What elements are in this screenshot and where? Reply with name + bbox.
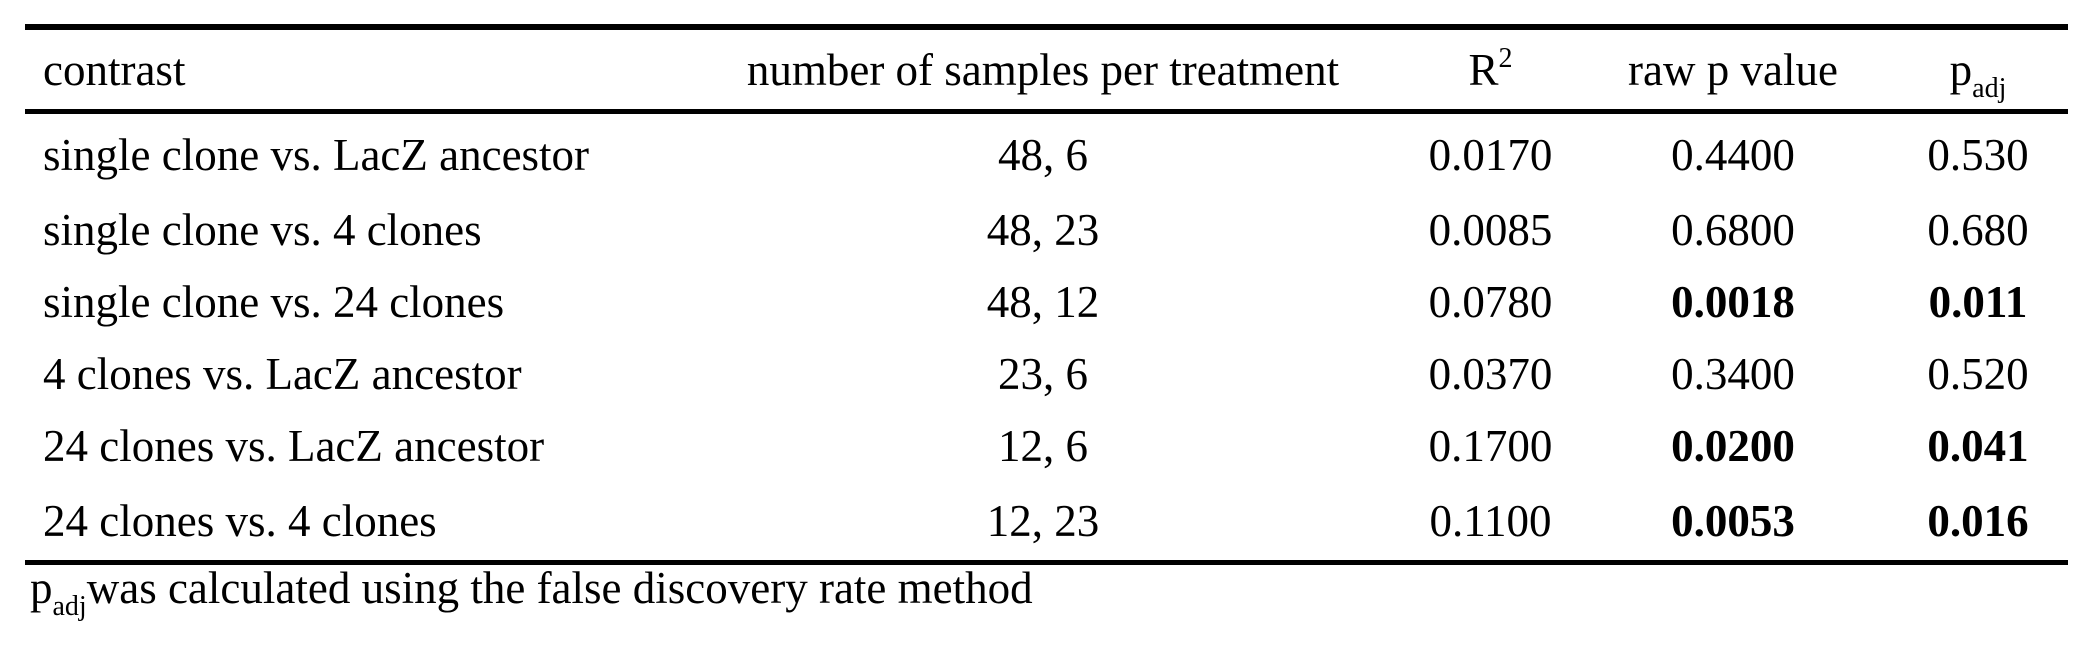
table-row: single clone vs. 24 clones 48, 12 0.0780…	[25, 266, 2068, 338]
cell-raw-p-value: 0.6800	[1671, 205, 1795, 255]
cell-r-squared: 0.0370	[1428, 349, 1553, 399]
table-footnote: padjwas calculated using the false disco…	[30, 562, 1033, 621]
cell-r-squared: 0.0085	[1428, 205, 1553, 255]
cell-raw-p-value: 0.0200	[1671, 421, 1795, 471]
header-raw-p-value: raw p value	[1628, 44, 1838, 95]
cell-contrast: 24 clones vs. LacZ ancestor	[43, 421, 545, 471]
cell-contrast: single clone vs. LacZ ancestor	[43, 130, 590, 180]
contrast-results-table: contrast number of samples per treatment…	[25, 24, 2068, 565]
cell-contrast: single clone vs. 24 clones	[43, 277, 505, 327]
cell-samples: 48, 23	[986, 205, 1100, 255]
footnote-p-base: p	[30, 563, 53, 613]
cell-samples: 48, 6	[998, 130, 1088, 180]
header-row: contrast number of samples per treatment…	[25, 27, 2068, 112]
cell-contrast: single clone vs. 4 clones	[43, 205, 482, 255]
header-r-squared: R2	[1403, 27, 1578, 112]
header-p-adj: padj	[1888, 27, 2068, 112]
cell-r-squared: 0.0170	[1428, 130, 1553, 180]
table-row: 4 clones vs. LacZ ancestor 23, 6 0.0370 …	[25, 338, 2068, 410]
cell-contrast: 4 clones vs. LacZ ancestor	[43, 349, 522, 399]
header-contrast: contrast	[43, 44, 186, 95]
cell-samples: 23, 6	[998, 349, 1088, 399]
header-samples: number of samples per treatment	[746, 44, 1340, 95]
table-row: 24 clones vs. LacZ ancestor 12, 6 0.1700…	[25, 410, 2068, 482]
p-adj-base: p	[1949, 44, 1973, 95]
table-body: single clone vs. LacZ ancestor 48, 6 0.0…	[25, 112, 2068, 563]
cell-p-adj: 0.530	[1927, 130, 2029, 180]
cell-r-squared: 0.0780	[1428, 277, 1553, 327]
cell-samples: 48, 12	[986, 277, 1100, 327]
cell-p-adj: 0.680	[1927, 205, 2029, 255]
table-row: single clone vs. 4 clones 48, 23 0.0085 …	[25, 194, 2068, 266]
cell-p-adj: 0.011	[1928, 277, 2028, 327]
cell-raw-p-value: 0.4400	[1671, 130, 1795, 180]
table-row: 24 clones vs. 4 clones 12, 23 0.1100 0.0…	[25, 482, 2068, 563]
table-header: contrast number of samples per treatment…	[25, 27, 2068, 112]
p-adj-subscript: adj	[1972, 72, 2007, 104]
cell-samples: 12, 6	[998, 421, 1088, 471]
cell-p-adj: 0.016	[1927, 496, 2029, 546]
r-squared-superscript: 2	[1498, 42, 1513, 74]
footnote-p-subscript: adj	[52, 591, 87, 622]
cell-raw-p-value: 0.0053	[1671, 496, 1795, 546]
cell-samples: 12, 23	[986, 496, 1100, 546]
cell-r-squared: 0.1700	[1428, 421, 1553, 471]
cell-contrast: 24 clones vs. 4 clones	[43, 496, 437, 546]
cell-p-adj: 0.041	[1927, 421, 2029, 471]
r-squared-base: R	[1468, 44, 1499, 95]
cell-r-squared: 0.1100	[1429, 496, 1552, 546]
cell-p-adj: 0.520	[1927, 349, 2029, 399]
results-table-container: contrast number of samples per treatment…	[25, 24, 2068, 565]
footnote-text: was calculated using the false discovery…	[86, 563, 1033, 613]
table-row: single clone vs. LacZ ancestor 48, 6 0.0…	[25, 112, 2068, 195]
cell-raw-p-value: 0.0018	[1671, 277, 1795, 327]
cell-raw-p-value: 0.3400	[1671, 349, 1795, 399]
